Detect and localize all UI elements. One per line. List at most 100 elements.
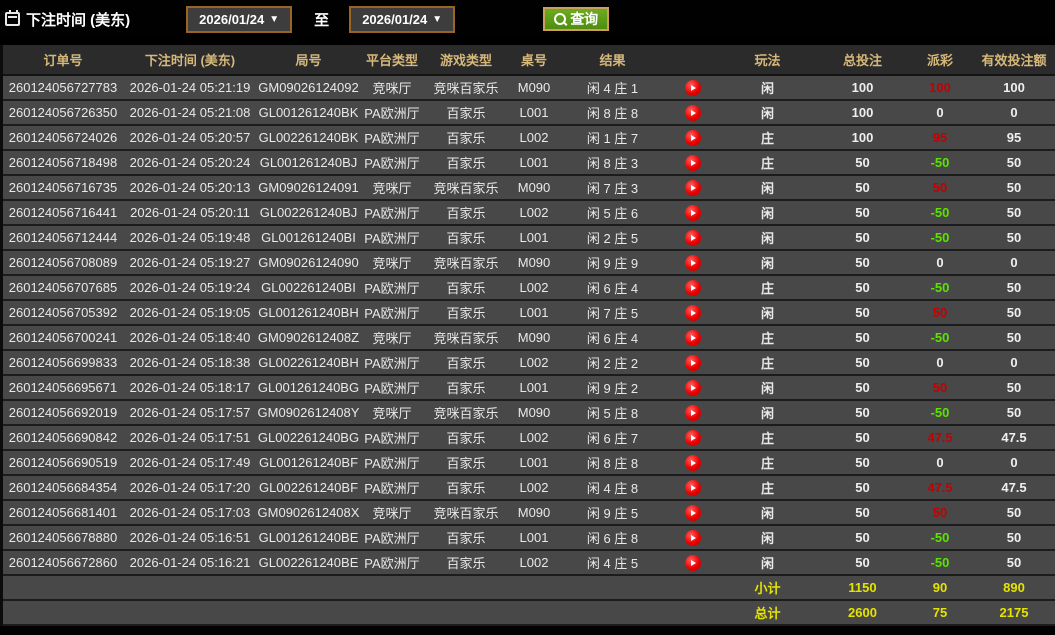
video-play-button[interactable]: [684, 254, 701, 271]
video-play-icon: [691, 334, 696, 341]
cell-platform: PA欧洲厅: [360, 550, 424, 576]
cell-platform: PA欧洲厅: [360, 200, 424, 226]
video-play-button[interactable]: [684, 429, 701, 446]
cell-video: [665, 425, 720, 451]
cell-result: 闲 9 庄 9: [560, 250, 665, 276]
dropdown-arrow-icon: ▼: [269, 13, 280, 25]
cell-order-id: 260124056678880: [3, 525, 123, 551]
table-row: 260124056684354 2026-01-24 05:17:20 GL00…: [3, 475, 1055, 501]
cell-total-bet: 50: [815, 500, 910, 526]
cell-bet-time: 2026-01-24 05:16:21: [123, 550, 257, 576]
date-from-select[interactable]: 2026/01/24 ▼: [186, 5, 293, 33]
cell-valid-bet: 50: [970, 400, 1055, 426]
cell-play-type: 闲: [720, 300, 815, 326]
table-row: 260124056707685 2026-01-24 05:19:24 GL00…: [3, 275, 1055, 301]
cell-result: 闲 9 庄 2: [560, 375, 665, 401]
video-play-button[interactable]: [684, 104, 701, 121]
video-play-button[interactable]: [684, 154, 701, 171]
cell-bet-time: 2026-01-24 05:16:51: [123, 525, 257, 551]
bet-records-table: 订单号 下注时间 (美东) 局号 平台类型 游戏类型 桌号 结果 玩法 总投注 …: [3, 45, 1055, 626]
video-play-button[interactable]: [684, 279, 701, 296]
cell-table-id: L002: [508, 125, 560, 151]
cell-platform: 竞咪厅: [360, 75, 424, 101]
cell-platform: PA欧洲厅: [360, 300, 424, 326]
cell-play-type: 庄: [720, 450, 815, 476]
cell-total-bet: 50: [815, 200, 910, 226]
cell-payout: 95: [910, 125, 970, 151]
cell-round-id: GL001261240BE: [257, 525, 360, 551]
table-row: 260124056716441 2026-01-24 05:20:11 GL00…: [3, 200, 1055, 226]
cell-result: 闲 4 庄 1: [560, 75, 665, 101]
video-play-button[interactable]: [684, 554, 701, 571]
cell-play-type: 闲: [720, 200, 815, 226]
cell-table-id: M090: [508, 175, 560, 201]
table-row: 260124056712444 2026-01-24 05:19:48 GL00…: [3, 225, 1055, 251]
cell-video: [665, 150, 720, 176]
video-play-button[interactable]: [684, 204, 701, 221]
cell-platform: PA欧洲厅: [360, 450, 424, 476]
cell-table-id: L002: [508, 350, 560, 376]
cell-valid-bet: 0: [970, 350, 1055, 376]
cell-play-type: 庄: [720, 275, 815, 301]
cell-order-id: 260124056700241: [3, 325, 123, 351]
cell-game-type: 竞咪百家乐: [424, 175, 508, 201]
video-play-icon: [691, 484, 696, 491]
cell-payout: 0: [910, 250, 970, 276]
cell-game-type: 百家乐: [424, 525, 508, 551]
video-play-button[interactable]: [684, 529, 701, 546]
cell-payout: -50: [910, 325, 970, 351]
cell-valid-bet: 47.5: [970, 425, 1055, 451]
video-play-button[interactable]: [684, 354, 701, 371]
cell-video: [665, 500, 720, 526]
video-play-button[interactable]: [684, 454, 701, 471]
cell-video: [665, 350, 720, 376]
video-play-button[interactable]: [684, 229, 701, 246]
cell-bet-time: 2026-01-24 05:18:17: [123, 375, 257, 401]
cell-order-id: 260124056684354: [3, 475, 123, 501]
cell-platform: PA欧洲厅: [360, 425, 424, 451]
cell-order-id: 260124056727783: [3, 75, 123, 101]
cell-video: [665, 525, 720, 551]
cell-payout: -50: [910, 550, 970, 576]
search-icon: [554, 13, 567, 25]
header-order-id: 订单号: [3, 45, 123, 76]
cell-game-type: 百家乐: [424, 375, 508, 401]
cell-round-id: GL002261240BH: [257, 350, 360, 376]
cell-platform: 竞咪厅: [360, 175, 424, 201]
cell-payout: -50: [910, 225, 970, 251]
video-play-button[interactable]: [684, 79, 701, 96]
video-play-button[interactable]: [684, 479, 701, 496]
cell-payout: -50: [910, 525, 970, 551]
video-play-icon: [691, 109, 696, 116]
cell-total-bet: 50: [815, 550, 910, 576]
query-toolbar: 下注时间 (美东) 2026/01/24 ▼ 至 2026/01/24 ▼ 查询: [0, 0, 1055, 38]
cell-round-id: GL001261240BI: [257, 225, 360, 251]
cell-game-type: 百家乐: [424, 425, 508, 451]
table-row: 260124056699833 2026-01-24 05:18:38 GL00…: [3, 350, 1055, 376]
cell-order-id: 260124056705392: [3, 300, 123, 326]
cell-result: 闲 2 庄 5: [560, 225, 665, 251]
video-play-button[interactable]: [684, 504, 701, 521]
video-play-button[interactable]: [684, 404, 701, 421]
video-play-button[interactable]: [684, 329, 701, 346]
cell-total-bet: 50: [815, 150, 910, 176]
cell-video: [665, 175, 720, 201]
cell-game-type: 竞咪百家乐: [424, 250, 508, 276]
search-button[interactable]: 查询: [543, 7, 610, 31]
video-play-button[interactable]: [684, 129, 701, 146]
table-row: 260124056672860 2026-01-24 05:16:21 GL00…: [3, 550, 1055, 576]
video-play-button[interactable]: [684, 179, 701, 196]
cell-total-bet: 50: [815, 375, 910, 401]
video-play-button[interactable]: [684, 379, 701, 396]
cell-table-id: L002: [508, 200, 560, 226]
cell-payout: 50: [910, 175, 970, 201]
video-play-button[interactable]: [684, 304, 701, 321]
cell-round-id: GM0902612408X: [257, 500, 360, 526]
cell-platform: PA欧洲厅: [360, 275, 424, 301]
table-row: 260124056724026 2026-01-24 05:20:57 GL00…: [3, 125, 1055, 151]
cell-total-bet: 50: [815, 450, 910, 476]
date-to-select[interactable]: 2026/01/24 ▼: [349, 5, 456, 33]
cell-total-bet: 50: [815, 175, 910, 201]
cell-order-id: 260124056712444: [3, 225, 123, 251]
cell-total-bet: 50: [815, 300, 910, 326]
